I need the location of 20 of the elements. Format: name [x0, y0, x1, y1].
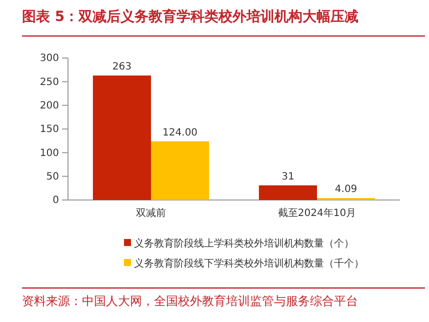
bar [92, 76, 151, 200]
data-label: 31 [282, 171, 294, 182]
x-tick-label: 截至2024年10月 [278, 207, 356, 219]
legend-label: 义务教育阶段线下学科类校外培训机构数量（千个） [134, 258, 364, 270]
bar [258, 185, 317, 200]
y-tick-label: 150 [40, 124, 59, 136]
y-tick-label: 0 [52, 195, 59, 206]
bar [151, 141, 210, 200]
chart-title: 图表 5：双减后义务教育学科类校外培训机构大幅压减 [22, 8, 359, 25]
y-tick-label: 200 [40, 100, 59, 112]
data-label: 263 [112, 62, 132, 73]
y-tick-label: 300 [40, 53, 59, 64]
data-label: 4.09 [334, 184, 358, 196]
data-label: 124.00 [162, 127, 198, 138]
text: 资料来源：中国人大网，全国校外教育培训监管与服务综合平台 [22, 294, 358, 308]
y-tick-label: 50 [46, 172, 59, 183]
y-tick-label: 250 [40, 76, 59, 88]
legend-label: 义务教育阶段线上学科类校外培训机构数量（个） [134, 238, 354, 250]
y-tick-label: 100 [40, 148, 59, 159]
x-tick-label: 双减前 [136, 207, 166, 219]
